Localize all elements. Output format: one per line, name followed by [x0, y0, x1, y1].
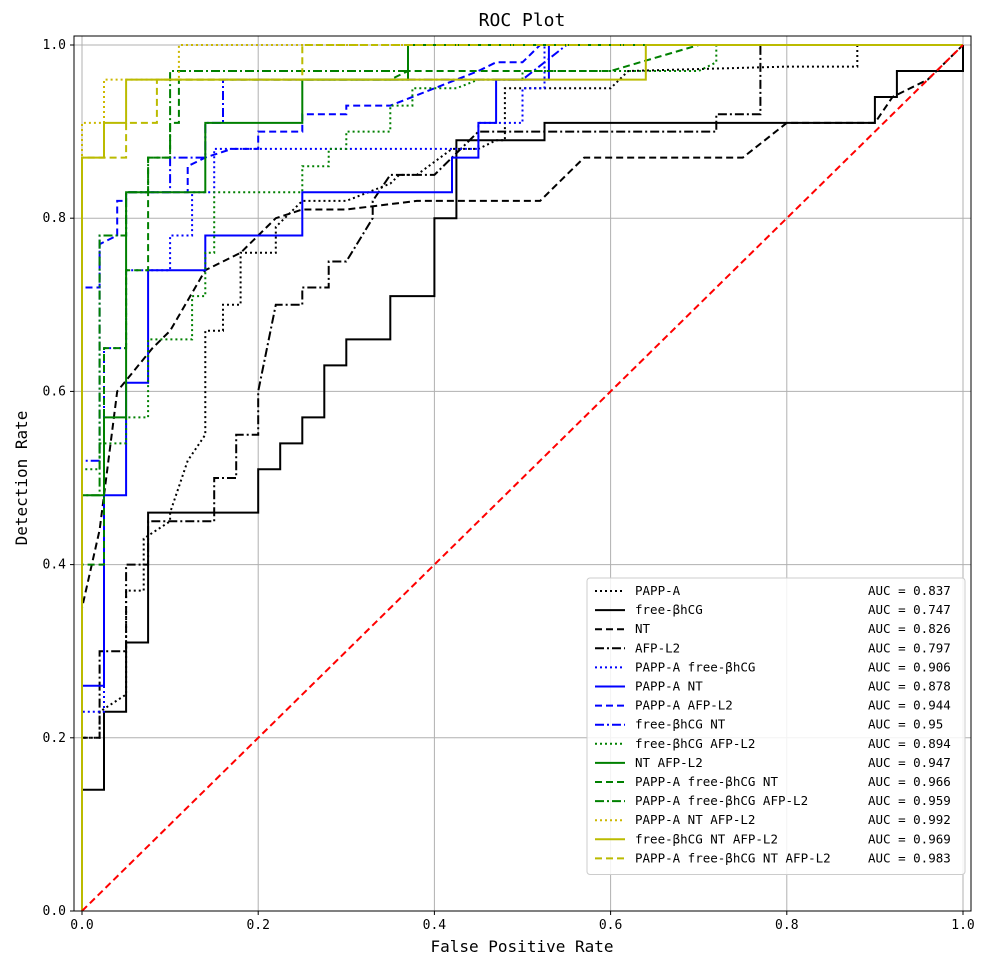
legend-auc-value: AUC = 0.947: [868, 755, 951, 770]
legend-series-name: free-βhCG NT: [635, 717, 726, 732]
y-tick-label: 0.2: [43, 731, 66, 746]
series-lines: [81, 44, 964, 911]
legend-series-name: NT: [635, 621, 651, 636]
legend-auc-value: AUC = 0.95: [868, 717, 943, 732]
legend-series-name: PAPP-A: [635, 583, 681, 598]
y-tick-label: 0.8: [43, 211, 66, 226]
series-line-6: [81, 44, 963, 911]
series-line-9: [81, 44, 963, 911]
y-tick-label: 0.6: [43, 384, 66, 399]
legend-auc-value: AUC = 0.747: [868, 602, 951, 617]
series-line-5: [81, 44, 963, 911]
legend-series-name: free-βhCG AFP-L2: [635, 736, 755, 751]
legend-auc-value: AUC = 0.878: [868, 679, 951, 694]
series-line-11: [81, 44, 963, 911]
x-tick-label: 0.4: [423, 918, 447, 933]
x-axis-label: False Positive Rate: [430, 937, 613, 956]
legend-auc-value: AUC = 0.826: [868, 621, 951, 636]
legend-auc-value: AUC = 0.894: [868, 736, 951, 751]
legend-series-name: PAPP-A free-βhCG: [635, 659, 755, 674]
x-tick-label: 1.0: [951, 918, 974, 933]
legend-auc-value: AUC = 0.959: [868, 793, 951, 808]
legend-box: [586, 577, 966, 875]
legend-series-name: free-βhCG: [635, 602, 703, 617]
chart-title: ROC Plot: [479, 10, 566, 31]
legend-auc-value: AUC = 0.944: [868, 698, 951, 713]
y-tick-label: 0.4: [43, 558, 67, 573]
axis-ticks: 0.0 0.2 0.4 0.6 0.8 1.0 0.0 0.2 0.4 0.6 0.8 1.0: [43, 38, 975, 933]
chance-diagonal-line: [81, 44, 964, 911]
legend-series-name: PAPP-A free-βhCG NT: [635, 774, 778, 789]
y-tick-label: 0.0: [43, 904, 66, 919]
legend-series-name: PAPP-A NT AFP-L2: [635, 812, 755, 827]
plot-frame: [73, 35, 972, 912]
legend-auc-value: AUC = 0.983: [868, 850, 951, 865]
legend-auc-value: AUC = 0.966: [868, 774, 951, 789]
series-line-2: [81, 45, 964, 911]
legend-auc-value: AUC = 0.969: [868, 831, 951, 846]
legend-series-name: PAPP-A free-βhCG NT AFP-L2: [635, 850, 831, 865]
y-axis-label: Detection Rate: [12, 411, 31, 546]
legend-series-name: AFP-L2: [635, 640, 680, 655]
legend-series-name: NT AFP-L2: [635, 755, 703, 770]
legend-series-name: free-βhCG NT AFP-L2: [635, 831, 778, 846]
series-line-13: [81, 44, 963, 911]
y-tick-label: 1.0: [43, 38, 66, 53]
series-line-15: [81, 44, 963, 911]
x-tick-label: 0.2: [246, 918, 269, 933]
series-line-3: [81, 44, 964, 911]
legend-auc-value: AUC = 0.837: [868, 583, 951, 598]
legend-series-name: PAPP-A AFP-L2: [635, 698, 733, 713]
legend-auc-value: AUC = 0.992: [868, 812, 951, 827]
series-line-7: [81, 44, 963, 911]
legend: PAPP-A AUC = 0.837 free-βhCG AUC = 0.747 NT A…: [586, 577, 966, 875]
legend-auc-value: AUC = 0.797: [868, 640, 951, 655]
legend-auc-value: AUC = 0.906: [868, 659, 951, 674]
legend-series-name: PAPP-A NT: [635, 679, 703, 694]
x-tick-label: 0.6: [599, 918, 622, 933]
series-line-12: [81, 44, 963, 911]
series-line-4: [81, 44, 963, 911]
x-tick-label: 0.8: [775, 918, 798, 933]
x-tick-label: 0.0: [70, 918, 93, 933]
legend-series-name: PAPP-A free-βhCG AFP-L2: [635, 793, 808, 808]
